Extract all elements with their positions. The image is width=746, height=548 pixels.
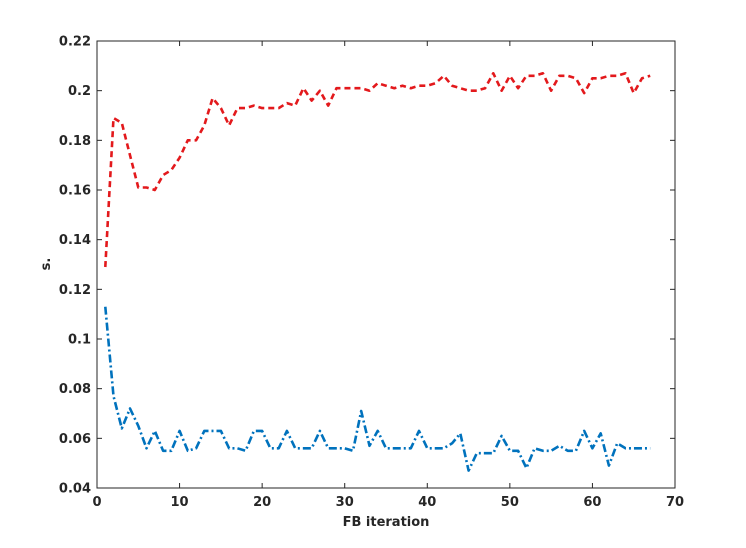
x-tick-label: 0: [92, 495, 101, 510]
y-tick-label: 0.04: [59, 482, 91, 497]
y-tick-label: 0.22: [59, 35, 91, 50]
y-tick-label: 0.14: [59, 233, 91, 248]
x-tick-label: 20: [253, 495, 271, 510]
plot-background: [97, 41, 675, 488]
x-tick-label: 40: [418, 495, 436, 510]
x-axis-label: FB iteration: [343, 515, 430, 530]
x-tick-label: 70: [666, 495, 684, 510]
y-tick-label: 0.12: [59, 283, 91, 298]
y-tick-label: 0.08: [59, 382, 91, 397]
x-tick-label: 30: [336, 495, 354, 510]
x-tick-label: 10: [171, 495, 189, 510]
tick-layer: 0 10 20 30 40 50 60 70 0.04 0.06 0.08 0.1 0.12 0.14 0.…: [59, 35, 684, 511]
y-tick-label: 0.1: [68, 333, 91, 348]
series-line-1: [104, 306, 651, 472]
y-tick-label: 0.2: [68, 84, 91, 99]
y-axis-label: s.: [39, 258, 54, 271]
y-tick-label: 0.06: [59, 432, 91, 447]
series-layer: [104, 72, 651, 472]
y-tick-label: 0.18: [59, 134, 91, 149]
y-tick-label: 0.16: [59, 184, 91, 199]
x-tick-label: 60: [583, 495, 601, 510]
series-line-0: [104, 72, 651, 268]
plot-frame: [96, 40, 676, 489]
x-tick-label: 50: [501, 495, 519, 510]
